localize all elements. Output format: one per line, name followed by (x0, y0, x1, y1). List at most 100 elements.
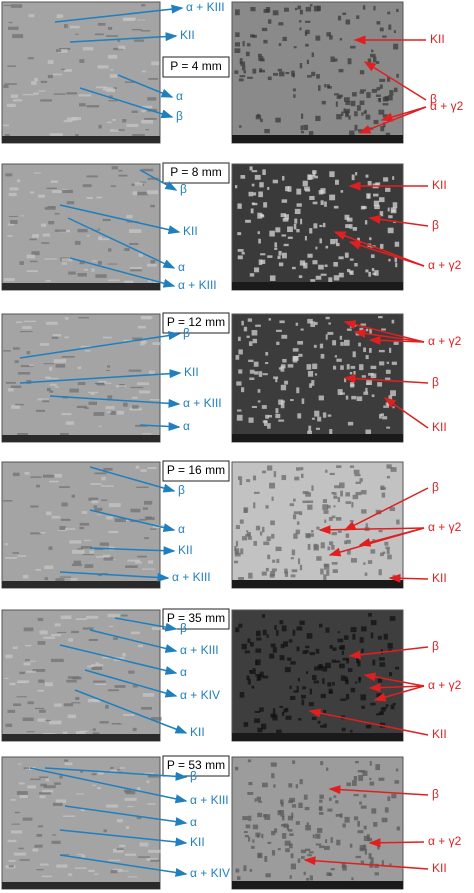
arrow (343, 487, 429, 531)
texture (254, 718, 261, 723)
texture (292, 629, 296, 636)
texture (355, 760, 359, 764)
texture (287, 186, 292, 192)
texture (352, 780, 357, 786)
texture (336, 839, 341, 846)
texture (326, 872, 331, 876)
texture (35, 568, 42, 571)
texture (349, 371, 353, 375)
texture (237, 336, 241, 342)
phase-label: α (183, 419, 190, 433)
texture (4, 677, 9, 680)
texture (355, 481, 362, 484)
texture (387, 11, 391, 15)
texture (301, 113, 304, 119)
texture (306, 822, 309, 826)
texture (325, 627, 330, 633)
texture (248, 572, 253, 579)
texture (62, 731, 68, 736)
texture (302, 650, 308, 655)
texture (234, 48, 241, 53)
texture (350, 384, 355, 387)
texture (375, 182, 381, 186)
texture (253, 267, 260, 273)
texture (258, 53, 262, 57)
texture (324, 264, 328, 268)
texture (396, 73, 399, 78)
texture (331, 491, 335, 495)
texture (379, 211, 384, 217)
p-box (162, 56, 230, 78)
texture (86, 196, 93, 199)
texture (96, 556, 108, 558)
texture (12, 34, 24, 39)
texture (71, 549, 85, 554)
phase-label: KII (183, 224, 198, 238)
texture (19, 859, 30, 861)
texture (277, 848, 281, 851)
texture (45, 778, 50, 782)
texture (7, 839, 17, 843)
texture (370, 365, 377, 370)
texture (267, 465, 273, 471)
texture (285, 715, 292, 720)
texture (288, 800, 293, 804)
texture (337, 638, 344, 643)
texture (106, 411, 112, 413)
texture (86, 105, 100, 108)
arrow (49, 395, 181, 408)
texture (347, 421, 354, 426)
texture (125, 826, 130, 829)
texture (58, 47, 71, 50)
texture (391, 793, 397, 799)
texture (136, 816, 142, 820)
texture (284, 840, 291, 846)
phase-label: KII (432, 178, 447, 192)
texture (312, 171, 316, 177)
p-box (162, 312, 230, 334)
texture (79, 103, 86, 107)
texture (103, 467, 113, 471)
texture (303, 871, 306, 876)
texture (294, 218, 298, 224)
texture (383, 122, 386, 128)
texture (320, 273, 327, 276)
texture (37, 825, 43, 828)
texture (289, 797, 296, 803)
texture (272, 708, 276, 714)
texture (355, 171, 358, 176)
texture (319, 806, 323, 811)
texture (329, 194, 336, 201)
phase-label: β (180, 182, 187, 196)
texture (267, 186, 270, 190)
texture (314, 410, 320, 417)
texture (77, 366, 82, 370)
texture (348, 115, 351, 120)
texture (144, 117, 157, 120)
texture (251, 183, 255, 187)
texture (99, 721, 109, 724)
texture (67, 714, 77, 719)
texture (338, 256, 344, 260)
texture (131, 396, 138, 399)
texture (247, 76, 253, 79)
texture (305, 671, 309, 674)
texture (69, 388, 79, 393)
texture (93, 680, 106, 683)
texture (383, 177, 389, 182)
texture (96, 787, 102, 790)
texture (48, 220, 55, 225)
texture (253, 475, 257, 481)
texture (319, 224, 323, 228)
texture (86, 234, 90, 237)
texture (373, 193, 379, 197)
texture (235, 185, 238, 189)
texture (334, 485, 340, 489)
texture (329, 35, 333, 40)
texture (305, 189, 311, 192)
texture (346, 364, 350, 370)
texture (40, 80, 48, 83)
texture (353, 469, 360, 475)
texture (4, 543, 8, 546)
texture (41, 223, 47, 227)
